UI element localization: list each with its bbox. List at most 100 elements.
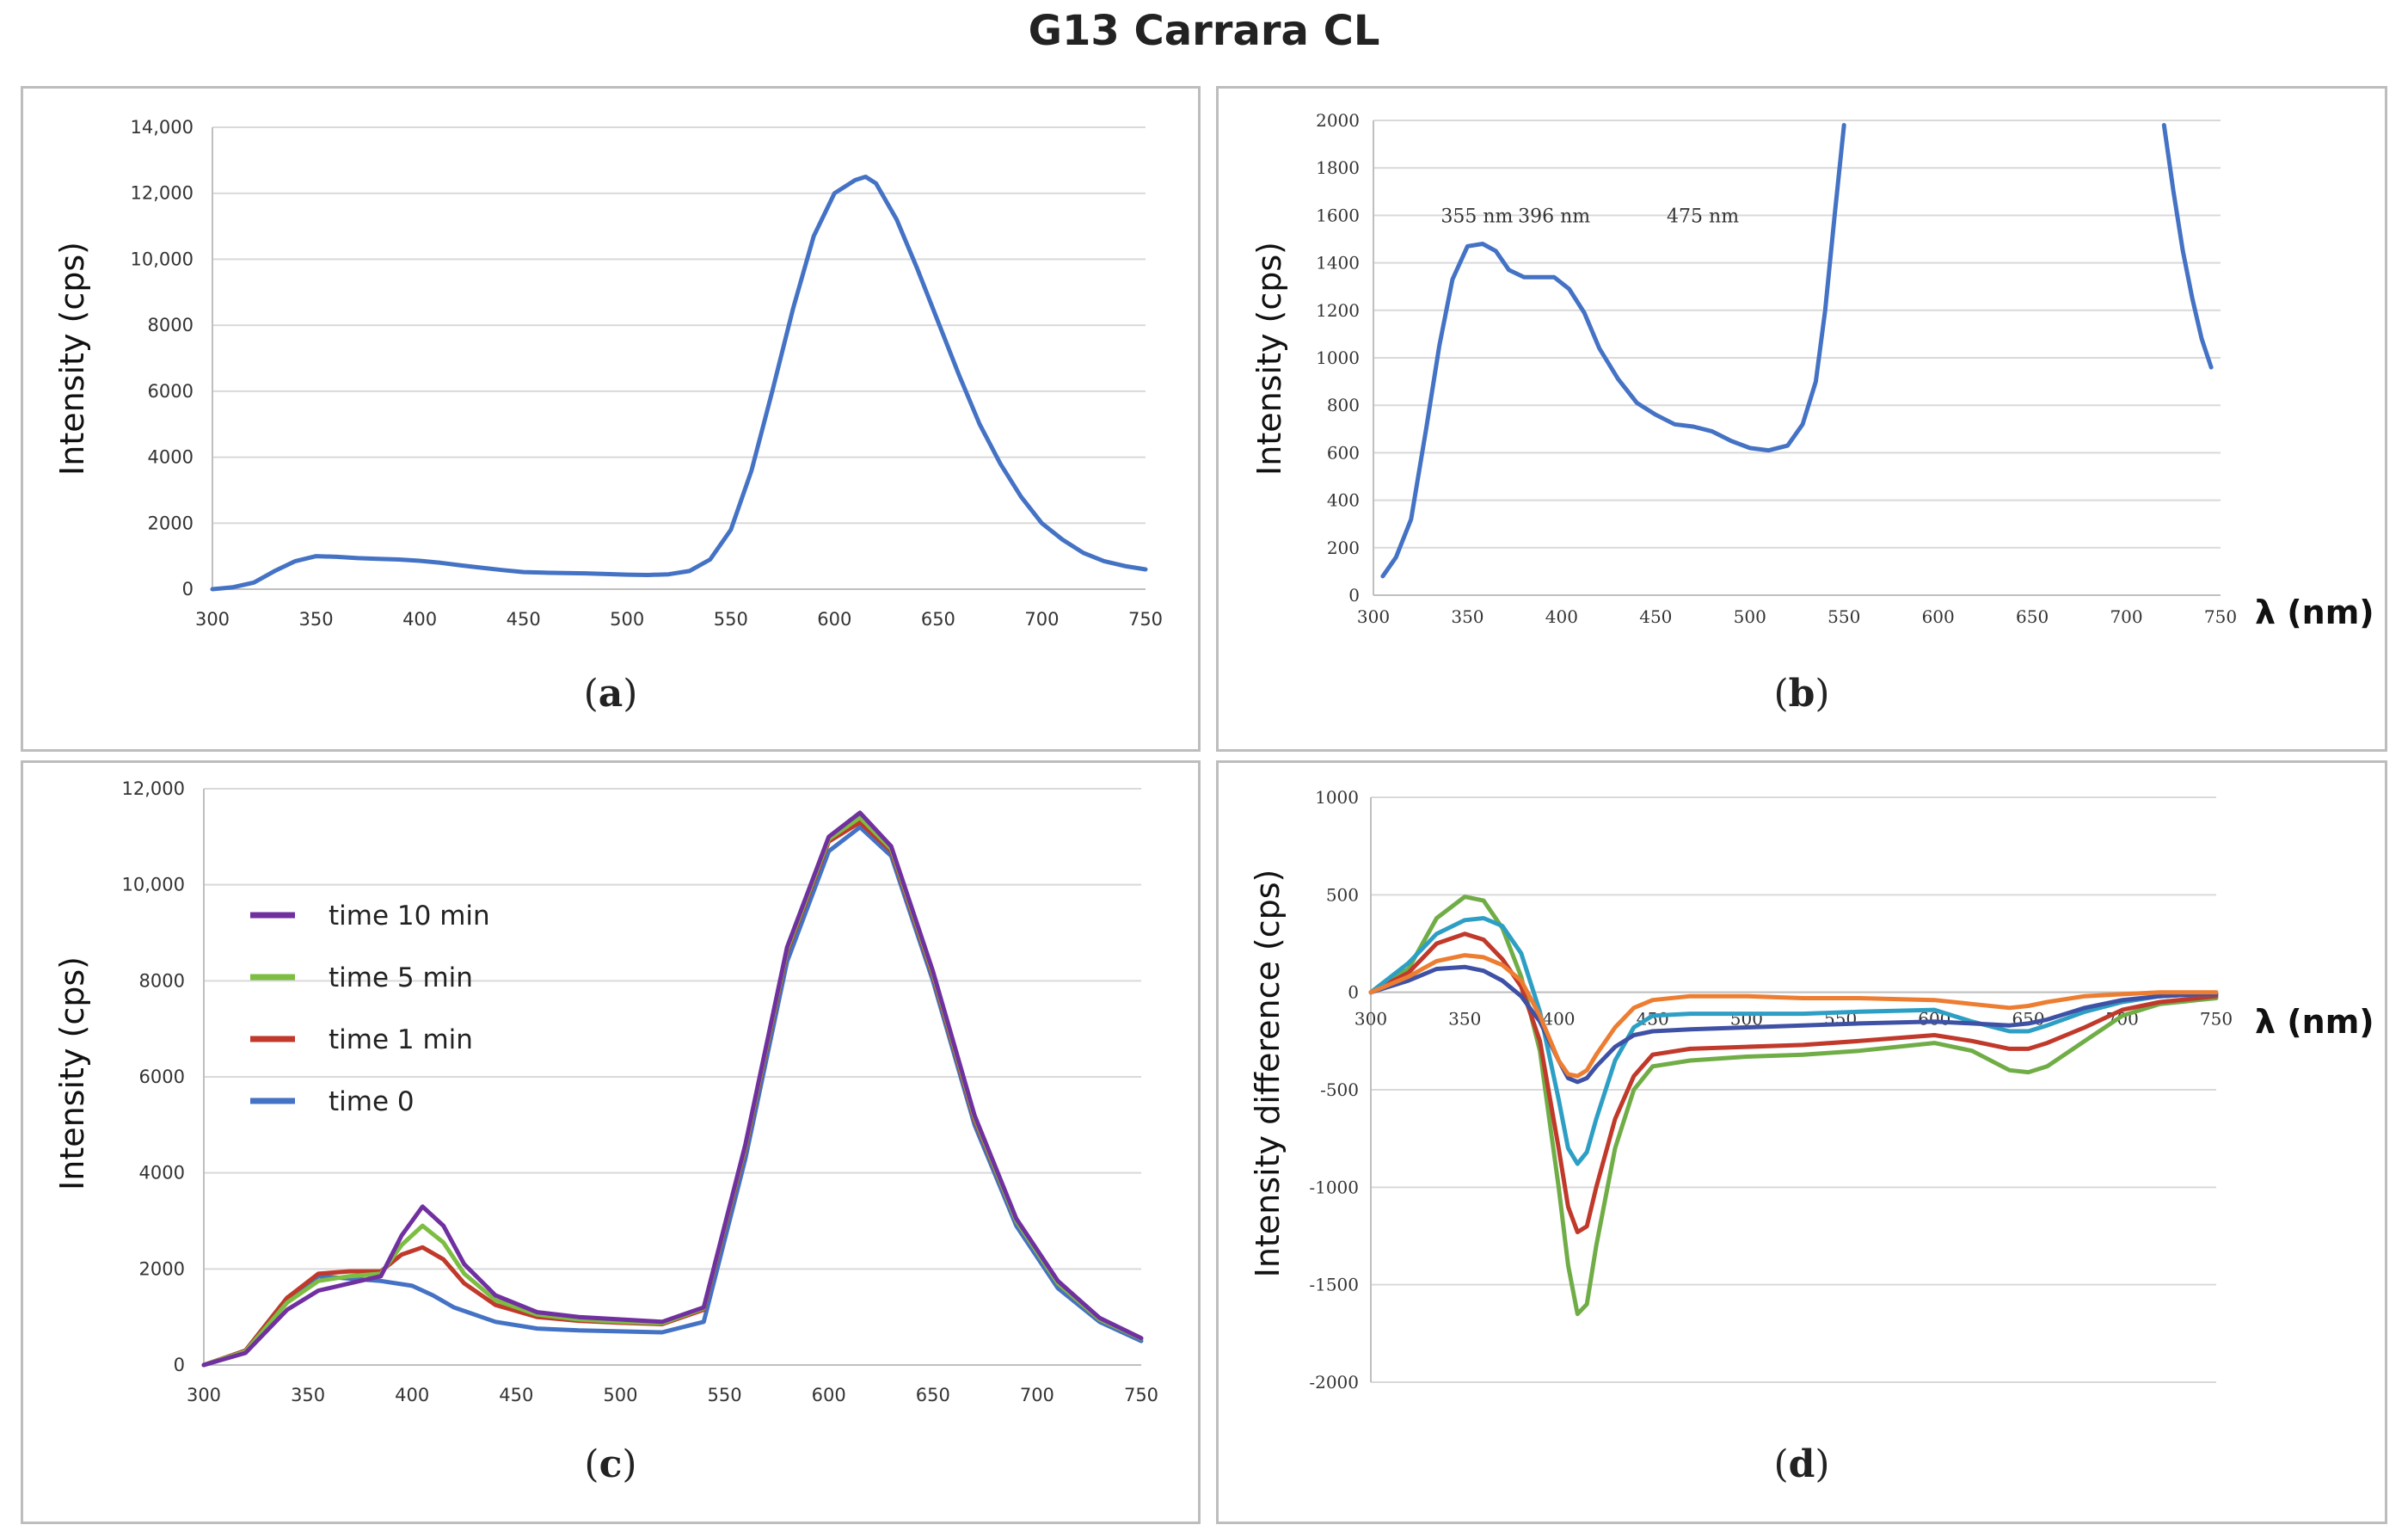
x-tick-a-2: 400 [402, 609, 437, 630]
series-line-c-3 [201, 810, 1144, 1368]
x-tick-b-8: 700 [2110, 606, 2142, 627]
caption-d-letter: d [1788, 1442, 1815, 1486]
x-tick-c-9: 750 [1124, 1385, 1158, 1405]
legend-label-1: time 5 min [329, 962, 473, 993]
caption-d: (d) [1773, 1442, 1830, 1486]
caption-b: (b) [1773, 672, 1830, 716]
y-tick-b-8: 1600 [1316, 205, 1360, 225]
peak-annotation-1: 396 nm [1518, 206, 1590, 227]
series-line-d-4 [1368, 953, 2219, 1079]
peak-annotation-2: 475 nm [1667, 206, 1739, 227]
x-tick-b-6: 600 [1922, 606, 1955, 627]
panel-b: 0 200 400 600 800 1000 1200 1400 1600 1800 2000 300… [1216, 86, 2387, 752]
y-tick-b-3: 600 [1327, 442, 1360, 463]
y-tick-b-0: 0 [1348, 585, 1360, 606]
x-tick-d-0: 300 [1354, 1009, 1387, 1030]
caption-b-letter: b [1788, 672, 1815, 716]
x-tick-c-5: 550 [708, 1385, 742, 1405]
chart-b: 0 200 400 600 800 1000 1200 1400 1600 1800 2000 300… [1250, 110, 2374, 631]
y-tick-b-6: 1200 [1316, 300, 1360, 321]
x-tick-a-1: 350 [299, 609, 334, 630]
chart-c: 0 2000 4000 6000 8000 10,000 12,000 300 350 400 45… [53, 778, 1158, 1405]
x-tick-b-4: 500 [1734, 606, 1766, 627]
y-tick-d-6: 1000 [1315, 787, 1359, 808]
y-axis-label-a: Intensity (cps) [53, 242, 91, 476]
y-tick-c-3: 6000 [139, 1067, 185, 1087]
y-tick-c-2: 4000 [139, 1163, 185, 1184]
y-axis-label-b: Intensity (cps) [1250, 242, 1288, 476]
x-tick-b-9: 750 [2204, 606, 2237, 627]
x-tick-b-0: 300 [1357, 606, 1390, 627]
y-tick-b-1: 200 [1327, 538, 1360, 558]
y-tick-c-6: 12,000 [122, 778, 185, 799]
x-tick-c-3: 450 [499, 1385, 533, 1405]
y-tick-a-2: 4000 [148, 447, 194, 468]
x-tick-c-6: 600 [812, 1385, 846, 1405]
panel-c: 0 2000 4000 6000 8000 10,000 12,000 300 350 400 45… [21, 760, 1201, 1524]
caption-c-letter: c [599, 1442, 623, 1486]
x-tick-d-3: 450 [1637, 1009, 1669, 1030]
caption-c: (c) [584, 1442, 637, 1486]
series-line-d-2 [1368, 916, 2219, 1166]
series-line-d-3 [1368, 964, 2219, 1085]
x-tick-a-3: 450 [507, 609, 541, 630]
panel-a: 0 2000 4000 6000 8000 10,000 12,000 14,000 300 35… [21, 86, 1201, 752]
x-tick-a-5: 550 [714, 609, 748, 630]
x-tick-a-7: 650 [921, 609, 955, 630]
y-tick-d-1: -1500 [1309, 1275, 1359, 1295]
y-tick-b-5: 1000 [1316, 347, 1360, 368]
x-tick-c-2: 400 [395, 1385, 429, 1405]
series-line-d-0 [1368, 895, 2219, 1317]
x-tick-c-1: 350 [291, 1385, 325, 1405]
caption-a: (a) [583, 672, 638, 716]
series-line-d-1 [1368, 932, 2219, 1234]
x-tick-a-0: 300 [195, 609, 230, 630]
caption-a-letter: a [598, 672, 624, 716]
y-axis-label-d: Intensity difference (cps) [1249, 870, 1287, 1278]
y-tick-a-4: 8000 [148, 315, 194, 335]
y-tick-d-0: -2000 [1309, 1372, 1359, 1393]
y-tick-d-5: 500 [1326, 884, 1359, 905]
y-tick-c-0: 0 [174, 1355, 185, 1375]
y-tick-a-7: 14,000 [131, 117, 194, 138]
y-tick-d-2: -1000 [1309, 1177, 1359, 1197]
x-axis-label-d: λ (nm) [2255, 1003, 2374, 1041]
x-tick-c-8: 700 [1020, 1385, 1054, 1405]
y-tick-b-9: 1800 [1316, 157, 1360, 178]
y-tick-a-0: 0 [182, 579, 194, 599]
chart-a: 0 2000 4000 6000 8000 10,000 12,000 14,000 300 35… [53, 117, 1163, 630]
y-tick-a-6: 12,000 [131, 183, 194, 204]
x-tick-b-5: 550 [1828, 606, 1860, 627]
x-tick-b-1: 350 [1451, 606, 1484, 627]
legend-label-0: time 10 min [329, 901, 490, 932]
y-tick-c-5: 10,000 [122, 875, 185, 895]
y-tick-d-4: 0 [1348, 982, 1359, 1003]
x-tick-a-6: 600 [817, 609, 851, 630]
x-tick-b-2: 400 [1545, 606, 1578, 627]
y-axis-label-c: Intensity (cps) [53, 956, 91, 1190]
x-tick-c-7: 650 [916, 1385, 950, 1405]
y-tick-a-5: 10,000 [131, 249, 194, 269]
peak-annotation-0: 355 nm [1440, 206, 1513, 227]
x-axis-label-b: λ (nm) [2255, 593, 2374, 631]
x-tick-c-0: 300 [187, 1385, 221, 1405]
panel-d: -2000 -1500 -1000 -500 0 500 1000 300 350 400 450 5… [1216, 760, 2387, 1524]
y-tick-c-1: 2000 [139, 1258, 185, 1279]
x-tick-a-8: 700 [1024, 609, 1059, 630]
x-tick-d-1: 350 [1448, 1009, 1481, 1030]
y-tick-b-2: 400 [1327, 490, 1360, 511]
figure-title: G13 Carrara CL [1028, 7, 1380, 55]
y-tick-c-4: 8000 [139, 970, 185, 991]
x-tick-a-4: 500 [610, 609, 644, 630]
x-tick-d-9: 750 [2200, 1009, 2233, 1030]
y-tick-b-7: 1400 [1316, 253, 1360, 274]
series-line-b-0 [1380, 123, 1846, 579]
y-tick-b-10: 2000 [1316, 110, 1360, 131]
x-tick-b-3: 450 [1639, 606, 1672, 627]
y-tick-a-1: 2000 [148, 513, 194, 533]
x-tick-b-7: 650 [2016, 606, 2049, 627]
y-tick-b-4: 800 [1327, 395, 1360, 415]
legend-label-3: time 0 [329, 1086, 415, 1117]
series-line-b-1 [2161, 123, 2214, 370]
